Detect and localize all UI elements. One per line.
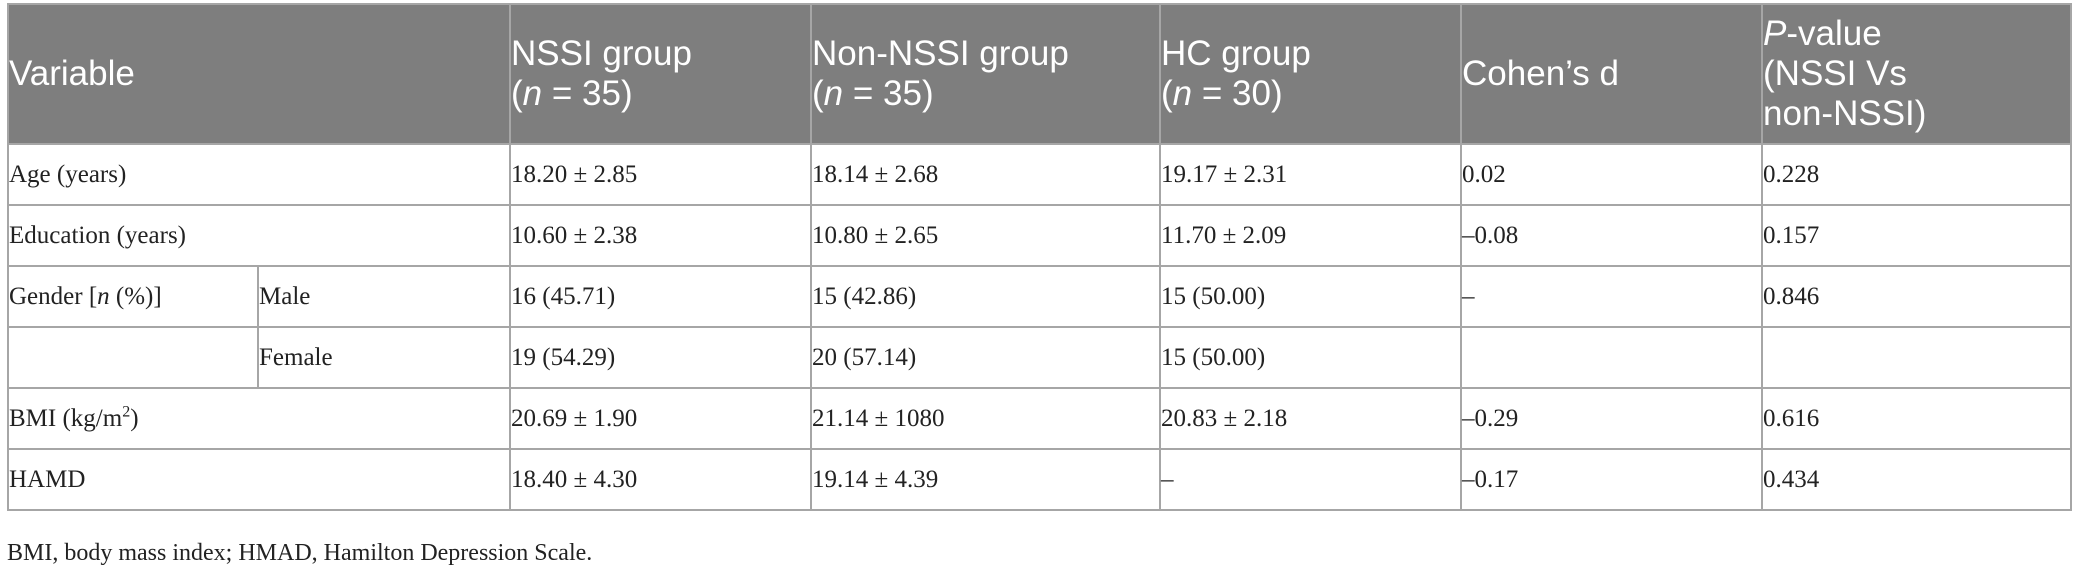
header-non-nssi-label: Non-NSSI group xyxy=(812,34,1069,73)
header-cohens-d: Cohen’s d xyxy=(1460,3,1764,145)
cell-hc: 19.17 ± 2.31 xyxy=(1159,143,1463,206)
cell-p-value: 0.846 xyxy=(1761,265,2073,328)
cell-cohens-d: –0.29 xyxy=(1460,387,1764,450)
row-label-gender: Gender [n (%)] xyxy=(7,265,259,328)
cell-p-value: 0.434 xyxy=(1761,448,2073,511)
header-row: Variable NSSI group (n = 35) Non-NSSI gr… xyxy=(6,3,2073,145)
sub-label-female: Female xyxy=(256,326,512,389)
table-row-age: Age (years) 18.20 ± 2.85 18.14 ± 2.68 19… xyxy=(6,143,2073,206)
cell-nssi: 10.60 ± 2.38 xyxy=(509,204,813,267)
sub-label-male: Male xyxy=(256,265,512,328)
row-label: Age (years) xyxy=(6,143,512,206)
row-label-empty xyxy=(7,326,259,389)
cell-nssi: 18.40 ± 4.30 xyxy=(509,448,813,511)
cell-p-value: 0.228 xyxy=(1761,143,2073,206)
cell-p-value: 0.616 xyxy=(1761,387,2073,450)
header-nssi-label: NSSI group xyxy=(511,34,692,73)
cell-non-nssi: 10.80 ± 2.65 xyxy=(810,204,1162,267)
cell-p-value xyxy=(1761,326,2073,389)
header-hc-label: HC group xyxy=(1161,34,1311,73)
table-row-education: Education (years) 10.60 ± 2.38 10.80 ± 2… xyxy=(6,204,2073,267)
header-non-nssi-n: (n = 35) xyxy=(812,74,934,113)
cell-hc: 15 (50.00) xyxy=(1159,326,1463,389)
table-row-hamd: HAMD 18.40 ± 4.30 19.14 ± 4.39 – –0.17 0… xyxy=(6,448,2073,511)
header-hc-group: HC group (n = 30) xyxy=(1159,3,1463,145)
cell-non-nssi: 21.14 ± 1080 xyxy=(810,387,1162,450)
cell-cohens-d xyxy=(1460,326,1764,389)
table-row-gender-female: Female 19 (54.29) 20 (57.14) 15 (50.00) xyxy=(7,326,2073,389)
header-non-nssi-group: Non-NSSI group (n = 35) xyxy=(810,3,1162,145)
cell-nssi: 20.69 ± 1.90 xyxy=(509,387,813,450)
header-variable: Variable xyxy=(6,3,512,145)
header-nssi-group: NSSI group (n = 35) xyxy=(509,3,813,145)
cell-cohens-d: – xyxy=(1460,265,1764,328)
cell-non-nssi: 15 (42.86) xyxy=(810,265,1162,328)
cell-nssi: 18.20 ± 2.85 xyxy=(509,143,813,206)
cell-cohens-d: –0.08 xyxy=(1460,204,1764,267)
cell-nssi: 16 (45.71) xyxy=(509,265,813,328)
demographics-table: Variable NSSI group (n = 35) Non-NSSI gr… xyxy=(6,3,2073,511)
cell-nssi: 19 (54.29) xyxy=(509,326,813,389)
header-nssi-n: (n = 35) xyxy=(511,74,633,113)
cell-non-nssi: 19.14 ± 4.39 xyxy=(810,448,1162,511)
cell-hc: 20.83 ± 2.18 xyxy=(1159,387,1463,450)
cell-hc: 11.70 ± 2.09 xyxy=(1159,204,1463,267)
cell-hc: 15 (50.00) xyxy=(1159,265,1463,328)
cell-non-nssi: 18.14 ± 2.68 xyxy=(810,143,1162,206)
row-label: HAMD xyxy=(6,448,512,511)
cell-hc: – xyxy=(1159,448,1463,511)
row-label: Education (years) xyxy=(6,204,512,267)
table-row-gender-male: Gender [n (%)] Male 16 (45.71) 15 (42.86… xyxy=(7,265,2073,328)
table-footnote: BMI, body mass index; HMAD, Hamilton Dep… xyxy=(7,540,593,566)
cell-cohens-d: –0.17 xyxy=(1460,448,1764,511)
header-p-value: P-value (NSSI Vs non-NSSI) xyxy=(1761,3,2073,145)
table-row-bmi: BMI (kg/m2) 20.69 ± 1.90 21.14 ± 1080 20… xyxy=(6,387,2073,450)
cell-p-value: 0.157 xyxy=(1761,204,2073,267)
cell-non-nssi: 20 (57.14) xyxy=(810,326,1162,389)
row-label-bmi: BMI (kg/m2) xyxy=(6,387,512,450)
header-hc-n: (n = 30) xyxy=(1161,74,1283,113)
cell-cohens-d: 0.02 xyxy=(1460,143,1764,206)
